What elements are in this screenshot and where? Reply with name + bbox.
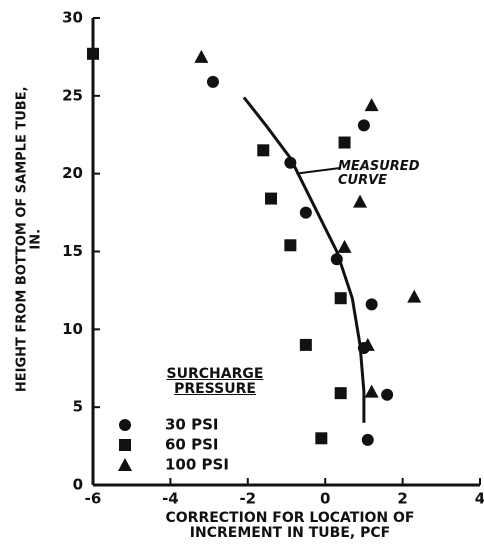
data-point: [407, 289, 422, 303]
data-point: [284, 239, 297, 252]
data-point: [330, 253, 343, 266]
y-tick-label: 15: [62, 242, 83, 260]
data-point: [206, 75, 219, 88]
data-point: [334, 292, 347, 305]
annotation-arrow: [296, 167, 341, 175]
x-tick-label: 0: [320, 490, 330, 508]
data-point: [361, 433, 374, 446]
legend-marker: [118, 458, 132, 471]
y-tick-label: 20: [62, 164, 83, 182]
y-tick-label: 25: [62, 86, 83, 104]
legend-label: 100 PSI: [165, 456, 229, 474]
data-point: [299, 338, 312, 351]
data-point: [338, 136, 351, 149]
legend-marker: [119, 419, 131, 431]
data-point: [284, 156, 297, 169]
y-tick-label: 0: [73, 476, 83, 494]
measured-curve: [242, 96, 366, 423]
data-point: [364, 384, 379, 398]
x-tick-label: -4: [162, 490, 179, 508]
y-tick-label: 5: [73, 398, 83, 416]
data-point: [257, 144, 270, 157]
data-point: [315, 432, 328, 445]
x-tick-label: -2: [239, 490, 256, 508]
data-point: [360, 337, 375, 351]
data-point: [381, 388, 394, 401]
data-point: [194, 49, 209, 63]
y-tick-label: 10: [62, 320, 83, 338]
legend-label: 60 PSI: [165, 436, 218, 454]
y-axis-title: HEIGHT FROM BOTTOM OF SAMPLE TUBE, IN.: [14, 86, 44, 393]
x-tick-label: -6: [85, 490, 102, 508]
x-tick-label: 4: [475, 490, 484, 508]
data-point: [337, 239, 352, 253]
curve-annotation: MEASURED CURVE: [338, 159, 420, 189]
data-point: [365, 298, 378, 311]
x-axis-title: CORRECTION FOR LOCATION OF INCREMENT IN …: [165, 510, 415, 542]
data-point: [364, 98, 379, 112]
legend-title: SURCHARGE PRESSURE: [166, 366, 264, 398]
legend-marker: [119, 439, 131, 451]
data-point: [357, 119, 370, 132]
data-point: [87, 47, 99, 60]
data-point: [353, 194, 368, 208]
data-point: [299, 206, 312, 219]
data-point: [334, 387, 347, 400]
x-tick-label: 2: [397, 490, 407, 508]
legend-label: 30 PSI: [165, 416, 218, 434]
data-point: [265, 192, 278, 205]
y-tick-label: 30: [62, 9, 83, 27]
